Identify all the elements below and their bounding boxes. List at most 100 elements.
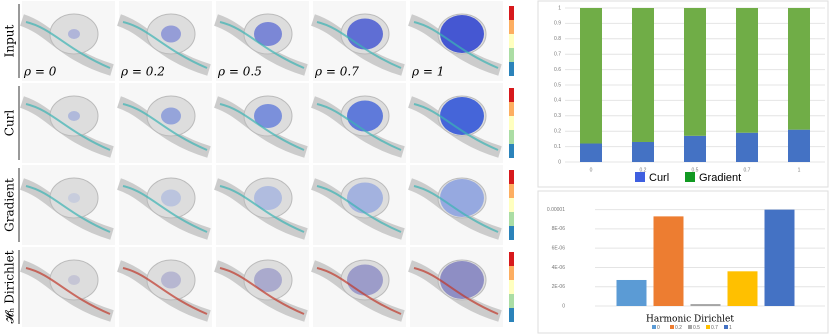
aneurysm xyxy=(146,177,196,219)
colorbar xyxy=(509,184,514,198)
flow xyxy=(161,271,181,289)
flow xyxy=(440,97,484,135)
colorbar xyxy=(509,170,514,184)
colorbar xyxy=(509,130,514,144)
colorbar xyxy=(509,308,514,322)
flow xyxy=(254,22,282,46)
bar-segment xyxy=(632,8,654,142)
aneurysm xyxy=(49,95,99,137)
streamline xyxy=(413,103,499,151)
y-tick-label: 0 xyxy=(562,303,565,309)
legend-title: Harmonic Dirichlet xyxy=(646,315,734,325)
bar xyxy=(727,271,758,306)
y-tick-label: 1 xyxy=(558,5,561,11)
x-tick-label: 0.7 xyxy=(744,167,751,173)
y-tick-label: 8E-06 xyxy=(552,226,566,232)
legend-label: 0.7 xyxy=(711,325,718,331)
y-tick-label: 0.5 xyxy=(554,82,561,88)
y-tick-label: 0.2 xyxy=(554,129,561,135)
colorbar xyxy=(509,252,514,266)
chart-frame xyxy=(537,190,829,334)
flow xyxy=(161,25,181,43)
colorbar xyxy=(509,212,514,226)
y-tick-label: 0.7 xyxy=(554,52,561,58)
aneurysm xyxy=(49,259,99,301)
streamline xyxy=(219,185,305,233)
streamline xyxy=(413,185,499,233)
column-label: ρ = 0 xyxy=(23,65,57,79)
column-label: ρ = 1 xyxy=(411,65,444,79)
bar-segment xyxy=(788,129,810,162)
x-tick-label: 0 xyxy=(590,167,593,173)
flow xyxy=(440,261,484,299)
streamline xyxy=(122,103,208,151)
colorbar xyxy=(509,266,514,280)
legend-swatch xyxy=(724,325,728,329)
bar-segment xyxy=(736,132,758,162)
streamline xyxy=(219,21,305,69)
flow xyxy=(68,111,80,121)
colorbar xyxy=(509,34,514,48)
aneurysm xyxy=(146,13,196,55)
colorbar xyxy=(509,280,514,294)
streamline xyxy=(413,21,499,69)
y-tick-label: 0.8 xyxy=(554,36,561,42)
bar-segment xyxy=(580,143,602,162)
colorbar xyxy=(509,88,514,102)
colorbar xyxy=(509,48,514,62)
flow xyxy=(347,264,383,296)
column-label: ρ = 0.2 xyxy=(120,65,165,79)
column-label: ρ = 0.5 xyxy=(217,65,262,79)
aneurysm xyxy=(146,95,196,137)
y-tick-label: 0.00001 xyxy=(547,207,565,213)
aneurysm xyxy=(49,13,99,55)
legend-swatch xyxy=(688,325,692,329)
streamline xyxy=(25,21,111,69)
flow xyxy=(347,182,383,214)
streamline xyxy=(316,21,402,69)
y-tick-label: 2E-06 xyxy=(552,284,566,290)
streamline xyxy=(316,185,402,233)
row-label: Input xyxy=(3,24,17,57)
streamline xyxy=(316,103,402,151)
streamline xyxy=(25,185,111,233)
streamline xyxy=(25,267,111,315)
chart-frame xyxy=(537,0,829,188)
flow xyxy=(161,189,181,207)
colorbar xyxy=(509,102,514,116)
legend-swatch xyxy=(635,172,645,182)
legend-label: 1 xyxy=(729,325,732,331)
colorbar xyxy=(509,144,514,158)
colorbar xyxy=(509,294,514,308)
flow xyxy=(347,18,383,50)
flow xyxy=(440,15,484,53)
colorbar xyxy=(509,226,514,240)
legend-swatch xyxy=(706,325,710,329)
flow xyxy=(254,104,282,128)
colorbar xyxy=(509,6,514,20)
aneurysm xyxy=(146,259,196,301)
colorbar xyxy=(509,198,514,212)
y-tick-label: 0.6 xyxy=(554,67,561,73)
streamline xyxy=(316,267,402,315)
x-tick-label: 0.5 xyxy=(692,167,699,173)
y-tick-label: 0.4 xyxy=(554,98,561,104)
flow xyxy=(254,268,282,292)
y-tick-label: 0.1 xyxy=(554,144,561,150)
bar-segment xyxy=(632,141,654,162)
streamline xyxy=(413,267,499,315)
row-label: Gradient xyxy=(3,178,17,232)
flow xyxy=(68,275,80,285)
y-tick-label: 6E-06 xyxy=(552,246,566,252)
bar-segment xyxy=(736,8,758,133)
streamline xyxy=(25,103,111,151)
legend-swatch xyxy=(652,325,656,329)
colorbar xyxy=(509,62,514,76)
flow xyxy=(68,193,80,203)
bar-segment xyxy=(684,135,706,162)
streamline xyxy=(122,185,208,233)
x-tick-label: 0.2 xyxy=(640,167,647,173)
legend-label: 0.2 xyxy=(675,325,682,331)
x-tick-label: 1 xyxy=(798,167,801,173)
